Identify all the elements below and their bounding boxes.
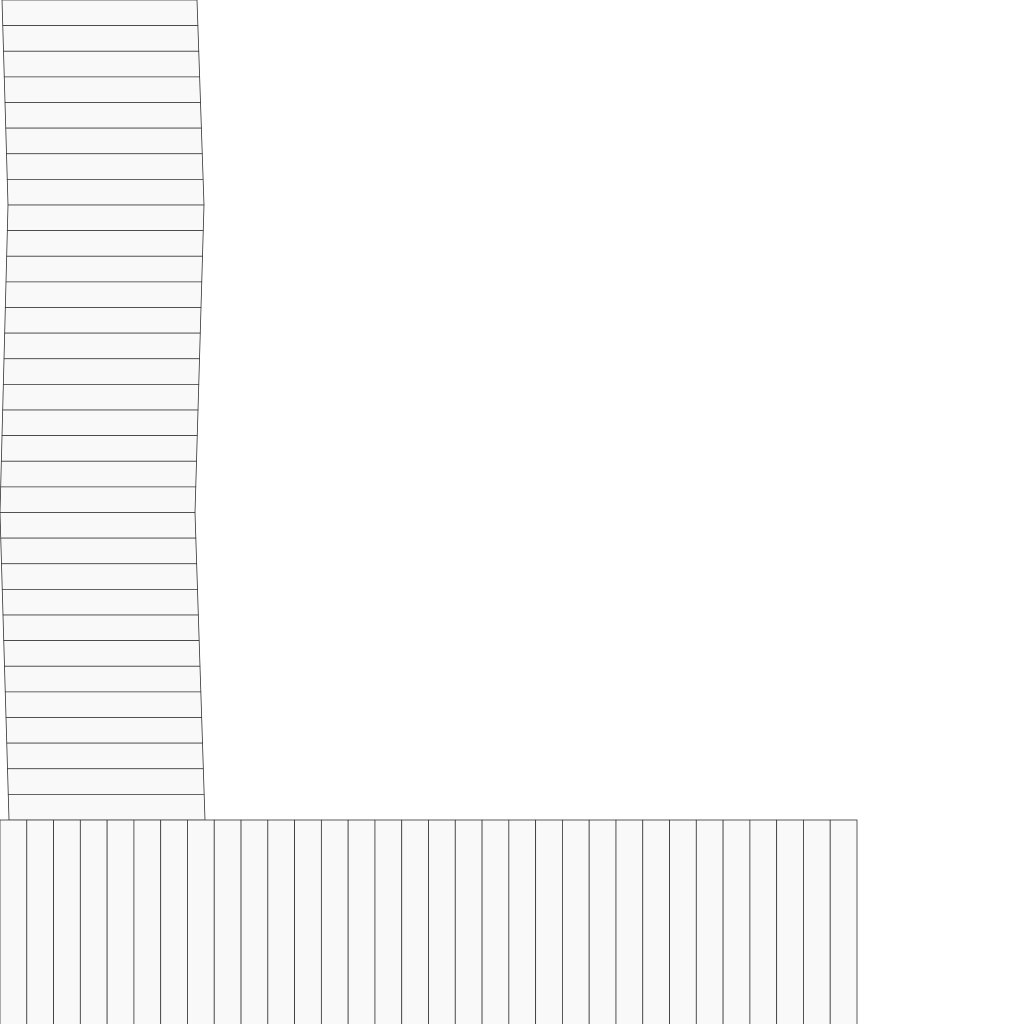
base-strip (803, 819, 831, 1024)
column-strip (0, 460, 197, 488)
column-strip (2, 614, 200, 642)
base-strip (240, 819, 269, 1024)
column-strip (6, 178, 205, 206)
base-strip (669, 819, 697, 1024)
base-strip (79, 819, 108, 1024)
column-strip (1, 563, 198, 590)
column-strip (2, 25, 200, 52)
striped-base (0, 819, 858, 1024)
base-strip (722, 819, 751, 1024)
base-strip (374, 819, 403, 1024)
base-strip (106, 819, 135, 1024)
stacked-column (0, 0, 206, 821)
column-strip (2, 358, 200, 385)
base-strip (454, 819, 483, 1024)
column-strip (5, 255, 203, 283)
column-strip (4, 665, 202, 693)
column-strip (1, 0, 199, 27)
base-strip (749, 819, 778, 1024)
column-strip (3, 76, 201, 103)
column-strip (4, 307, 202, 334)
column-strip (6, 153, 204, 180)
column-strip (6, 230, 204, 257)
column-strip (0, 537, 198, 565)
column-strip (6, 204, 205, 232)
base-strip (508, 819, 537, 1024)
base-strip (133, 819, 162, 1024)
base-strip (347, 819, 376, 1024)
column-strip (0, 486, 197, 513)
column-strip (7, 793, 206, 821)
base-strip (535, 819, 563, 1024)
column-strip (2, 383, 200, 411)
column-strip (3, 332, 201, 360)
base-strip (0, 819, 28, 1024)
column-strip (5, 127, 203, 155)
base-strip (562, 819, 590, 1024)
base-strip (428, 819, 456, 1024)
base-strip (401, 819, 429, 1024)
base-strip (615, 819, 644, 1024)
base-strip (481, 819, 510, 1024)
column-strip (4, 691, 203, 718)
column-strip (1, 409, 199, 437)
base-strip (160, 819, 188, 1024)
column-strip (7, 768, 205, 795)
base-strip (829, 819, 858, 1024)
base-strip (588, 819, 617, 1024)
column-strip (6, 742, 204, 770)
column-strip (0, 512, 197, 539)
column-strip (3, 50, 201, 78)
base-strip (53, 819, 81, 1024)
column-strip (3, 640, 201, 667)
base-strip (695, 819, 724, 1024)
base-strip (267, 819, 295, 1024)
base-strip (26, 819, 54, 1024)
base-strip (294, 819, 322, 1024)
base-strip (187, 819, 215, 1024)
column-strip (0, 435, 198, 462)
column-strip (1, 588, 199, 616)
column-strip (5, 717, 203, 744)
base-strip (642, 819, 670, 1024)
base-strip (320, 819, 349, 1024)
base-strip (213, 819, 242, 1024)
base-strip (776, 819, 804, 1024)
column-strip (4, 102, 202, 129)
column-strip (4, 281, 203, 308)
